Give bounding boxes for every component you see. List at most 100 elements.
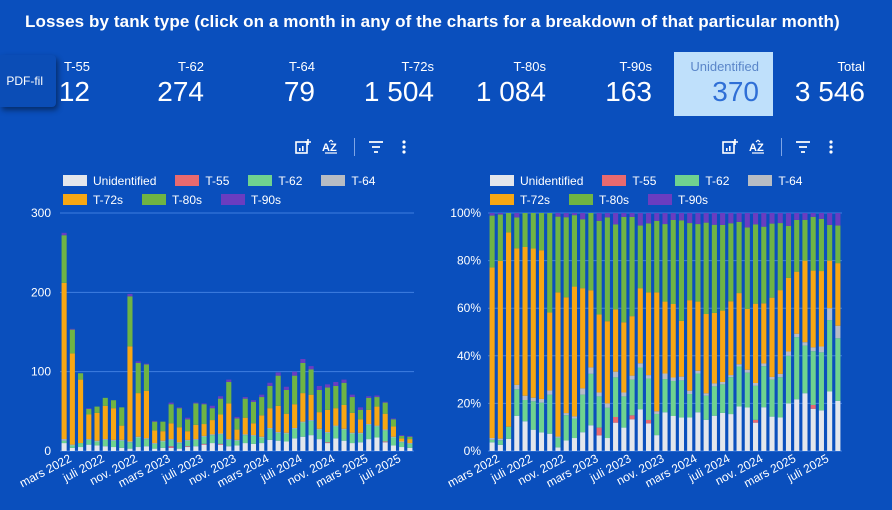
bar-segment-t-62[interactable] xyxy=(827,320,833,392)
bar-segment-t-62[interactable] xyxy=(242,435,248,444)
bar-segment-t-80s[interactable] xyxy=(390,419,396,427)
bar-segment-t-62[interactable] xyxy=(382,430,388,442)
bar-segment-t-62[interactable] xyxy=(374,426,380,438)
bar-segment-unidentified[interactable] xyxy=(366,439,372,451)
bar-segment-t-90s[interactable] xyxy=(374,395,380,398)
bar-segment-t-64[interactable] xyxy=(143,438,149,440)
bar-segment-t-62[interactable] xyxy=(654,413,660,436)
bar-segment-t-72s[interactable] xyxy=(152,430,158,444)
bar-segment-unidentified[interactable] xyxy=(86,444,92,451)
bar-segment-t-90s[interactable] xyxy=(753,213,759,225)
bar-segment-t-80s[interactable] xyxy=(489,215,495,268)
bar-segment-t-64[interactable] xyxy=(110,439,117,441)
bar-segment-t-62[interactable] xyxy=(687,394,693,418)
legend-item-t80s[interactable]: T-80s xyxy=(142,193,202,207)
bar-segment-unidentified[interactable] xyxy=(357,442,364,451)
bar-segment-t-64[interactable] xyxy=(374,425,380,427)
bar-segment-t-62[interactable] xyxy=(703,395,709,420)
bar-segment-t-72s[interactable] xyxy=(78,379,84,444)
bar-segment-t-72s[interactable] xyxy=(61,282,67,440)
bar-segment-t-72s[interactable] xyxy=(604,321,610,404)
bar-segment-t-80s[interactable] xyxy=(637,225,643,289)
bar-segment-t-55[interactable] xyxy=(325,442,331,444)
bar-segment-unidentified[interactable] xyxy=(399,447,405,451)
bar-segment-unidentified[interactable] xyxy=(678,417,685,451)
bar-segment-t-64[interactable] xyxy=(530,397,536,402)
bar-segment-t-80s[interactable] xyxy=(588,213,594,291)
bar-segment-t-80s[interactable] xyxy=(110,400,117,409)
bar-segment-t-62[interactable] xyxy=(497,440,503,445)
bar-segment-t-62[interactable] xyxy=(349,433,355,444)
bar-segment-t-80s[interactable] xyxy=(341,382,347,405)
bar-segment-t-64[interactable] xyxy=(407,443,413,444)
bar-segment-t-72s[interactable] xyxy=(341,404,347,429)
bar-segment-unidentified[interactable] xyxy=(176,448,182,451)
bar-segment-t-90s[interactable] xyxy=(818,213,824,219)
bar-segment-unidentified[interactable] xyxy=(736,406,742,451)
bar-segment-t-62[interactable] xyxy=(69,445,75,448)
bar-segment-t-62[interactable] xyxy=(629,379,635,416)
kpi-t64[interactable]: T-64 79 xyxy=(220,52,315,116)
bar-segment-t-64[interactable] xyxy=(349,432,355,434)
bar-segment-t-72s[interactable] xyxy=(818,271,824,347)
bar-segment-unidentified[interactable] xyxy=(637,409,643,451)
bar-segment-t-80s[interactable] xyxy=(827,224,833,261)
bar-segment-t-62[interactable] xyxy=(135,437,141,448)
bar-segment-t-64[interactable] xyxy=(209,434,215,436)
bar-segment-t-80s[interactable] xyxy=(127,296,133,347)
bar-segment-t-64[interactable] xyxy=(802,342,808,346)
bar-segment-t-72s[interactable] xyxy=(366,409,372,425)
bar-segment-t-80s[interactable] xyxy=(571,215,577,287)
bar-segment-t-80s[interactable] xyxy=(69,329,75,354)
bar-segment-t-72s[interactable] xyxy=(522,247,528,396)
bar-segment-t-90s[interactable] xyxy=(234,416,240,419)
bar-segment-t-62[interactable] xyxy=(662,379,668,413)
bar-segment-t-55[interactable] xyxy=(185,446,191,448)
bar-segment-t-62[interactable] xyxy=(794,337,800,400)
kpi-t80s[interactable]: T-80s 1 084 xyxy=(450,52,546,116)
bar-segment-t-64[interactable] xyxy=(613,371,619,378)
bar-segment-t-80s[interactable] xyxy=(168,404,174,424)
bar-segment-t-55[interactable] xyxy=(217,443,224,445)
bar-segment-unidentified[interactable] xyxy=(267,439,273,451)
bar-segment-unidentified[interactable] xyxy=(407,447,413,451)
bar-segment-t-64[interactable] xyxy=(259,436,265,438)
bar-segment-t-90s[interactable] xyxy=(209,405,215,409)
bar-segment-t-64[interactable] xyxy=(736,364,742,367)
bar-segment-t-90s[interactable] xyxy=(761,213,767,227)
bar-segment-t-90s[interactable] xyxy=(390,418,396,420)
bar-segment-t-72s[interactable] xyxy=(728,301,734,376)
bar-segment-t-90s[interactable] xyxy=(201,403,207,405)
legend-item-t64[interactable]: T-64 xyxy=(321,174,375,188)
bar-segment-t-62[interactable] xyxy=(744,372,750,408)
bar-segment-t-80s[interactable] xyxy=(629,216,635,317)
bar-segment-t-80s[interactable] xyxy=(744,227,750,309)
bar-segment-t-80s[interactable] xyxy=(703,222,709,314)
bar-segment-unidentified[interactable] xyxy=(300,436,306,451)
bar-segment-t-64[interactable] xyxy=(522,395,528,400)
bar-segment-unidentified[interactable] xyxy=(374,437,380,451)
bar-segment-t-55[interactable] xyxy=(382,441,388,443)
bar-segment-t-64[interactable] xyxy=(744,369,750,373)
bar-segment-t-80s[interactable] xyxy=(61,235,67,283)
bar-segment-unidentified[interactable] xyxy=(695,412,701,451)
bar-segment-t-80s[interactable] xyxy=(185,419,191,432)
bar-segment-t-72s[interactable] xyxy=(94,412,100,441)
bar-segment-t-64[interactable] xyxy=(678,376,685,381)
bar-segment-unidentified[interactable] xyxy=(489,442,495,451)
bar-segment-t-64[interactable] xyxy=(193,439,199,440)
bar-segment-t-72s[interactable] xyxy=(349,412,355,433)
bar-segment-t-72s[interactable] xyxy=(580,288,586,389)
bar-segment-t-72s[interactable] xyxy=(242,417,248,435)
bar-segment-t-62[interactable] xyxy=(226,439,232,447)
bar-segment-t-64[interactable] xyxy=(687,390,693,395)
bar-segment-unidentified[interactable] xyxy=(110,447,117,451)
bar-segment-unidentified[interactable] xyxy=(670,416,676,451)
bar-segment-t-72s[interactable] xyxy=(250,423,257,436)
bar-segment-t-72s[interactable] xyxy=(835,263,841,326)
bar-segment-t-90s[interactable] xyxy=(835,213,841,226)
bar-segment-t-64[interactable] xyxy=(152,443,158,444)
bar-segment-t-64[interactable] xyxy=(588,367,594,374)
bar-segment-t-80s[interactable] xyxy=(349,397,355,413)
bar-segment-t-90s[interactable] xyxy=(275,372,281,376)
